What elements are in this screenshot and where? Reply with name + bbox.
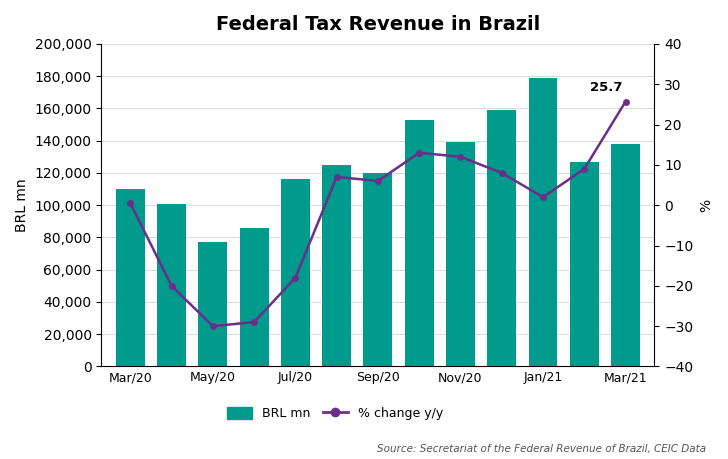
Bar [363,173,392,366]
Title: Federal Tax Revenue in Brazil: Federal Tax Revenue in Brazil [215,15,540,34]
Bar [570,162,598,366]
Bar [611,144,640,366]
Legend: BRL mn, % change y/y: BRL mn, % change y/y [222,402,448,425]
Bar [529,78,558,366]
Bar [446,142,475,366]
Bar [323,165,351,366]
Bar [157,203,186,366]
Text: Source: Secretariat of the Federal Revenue of Brazil, CEIC Data: Source: Secretariat of the Federal Reven… [377,444,706,454]
Y-axis label: %: % [699,199,713,212]
Bar [405,120,434,366]
Y-axis label: BRL mn: BRL mn [15,179,29,232]
Bar [116,189,145,366]
Text: 25.7: 25.7 [590,81,623,95]
Bar [240,228,269,366]
Bar [487,110,516,366]
Bar [281,179,310,366]
Bar [199,242,227,366]
